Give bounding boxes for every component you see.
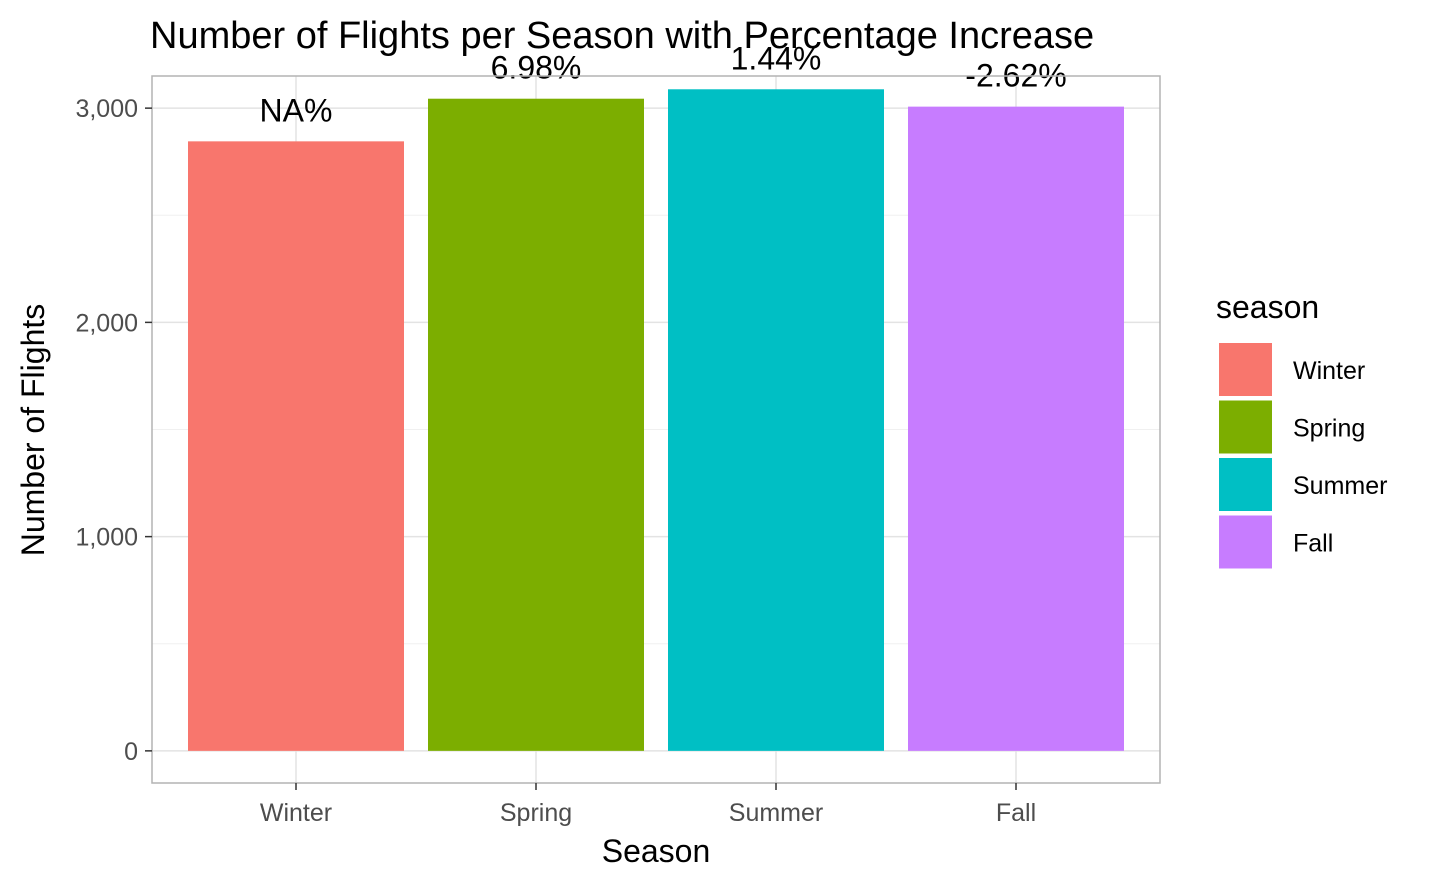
x-tick-label: Winter bbox=[260, 799, 332, 827]
panel-border bbox=[151, 75, 1161, 784]
x-axis-ticks: Winter Spring Summer Fall bbox=[260, 783, 1036, 827]
legend: season Winter Spring Summer Fall bbox=[1216, 289, 1387, 569]
bar-summer bbox=[668, 89, 884, 751]
chart-title: Number of Flights per Season with Percen… bbox=[150, 15, 1094, 57]
x-tick-label: Fall bbox=[996, 799, 1036, 827]
legend-key-summer bbox=[1219, 458, 1272, 511]
data-label: 1.44% bbox=[731, 40, 822, 76]
legend-label: Spring bbox=[1293, 415, 1365, 443]
bar-spring bbox=[428, 98, 644, 751]
legend-key-spring bbox=[1219, 400, 1272, 454]
legend-key-winter bbox=[1219, 343, 1272, 396]
y-tick-label: 2,000 bbox=[75, 309, 138, 337]
y-tick-label: 1,000 bbox=[75, 524, 138, 552]
legend-label: Winter bbox=[1293, 357, 1365, 385]
x-tick-label: Summer bbox=[729, 799, 823, 827]
legend-label: Fall bbox=[1293, 530, 1333, 558]
x-axis-title: Season bbox=[602, 833, 711, 869]
legend-title: season bbox=[1216, 289, 1319, 325]
bars bbox=[188, 89, 1124, 751]
data-label: 6.98% bbox=[491, 50, 582, 86]
y-tick-label: 3,000 bbox=[75, 95, 138, 123]
y-axis-ticks: 0 1,000 2,000 3,000 bbox=[75, 95, 152, 766]
y-axis-title: Number of Flights bbox=[15, 304, 51, 557]
legend-key-fall bbox=[1219, 515, 1272, 569]
y-tick-label: 0 bbox=[124, 738, 138, 766]
legend-items: Winter Spring Summer Fall bbox=[1219, 343, 1387, 569]
bar-winter bbox=[188, 141, 404, 751]
legend-label: Summer bbox=[1293, 472, 1387, 500]
x-tick-label: Spring bbox=[500, 799, 572, 827]
bar-fall bbox=[908, 106, 1124, 751]
data-labels: NA%6.98% 1.44% -2.62% bbox=[260, 40, 1067, 128]
data-label: NA% bbox=[260, 92, 333, 128]
